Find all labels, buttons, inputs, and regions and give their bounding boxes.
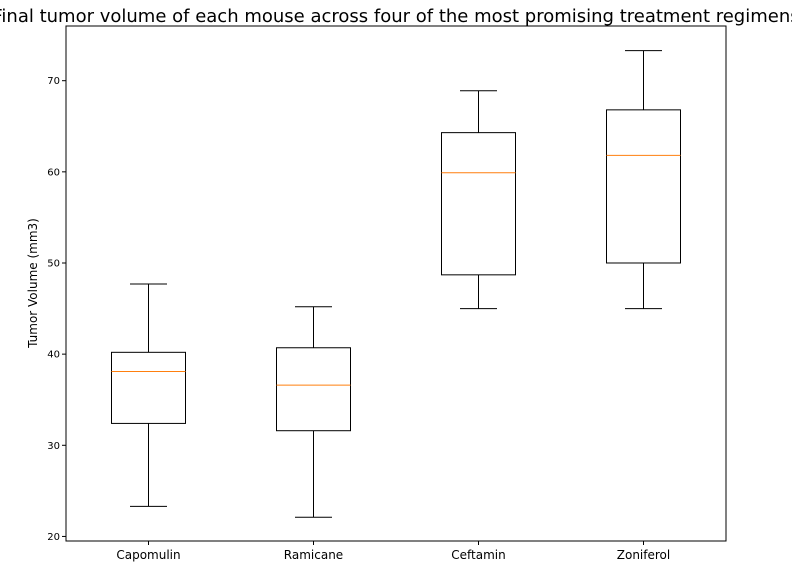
box-group bbox=[111, 283, 186, 507]
y-tick-label: 70 bbox=[47, 76, 60, 87]
y-tick-label: 40 bbox=[47, 350, 60, 361]
chart-title: Final tumor volume of each mouse across … bbox=[0, 6, 792, 27]
y-tick-label: 50 bbox=[47, 258, 60, 269]
box-iqr bbox=[276, 347, 351, 432]
box-group bbox=[276, 306, 351, 518]
y-tick-label: 60 bbox=[47, 167, 60, 178]
plot-frame bbox=[65, 25, 727, 542]
x-tick-label: Ramicane bbox=[284, 548, 343, 562]
plot-area: 20 30 40 50 60 70 Capomulin Ramicane Ceftamin Zo… bbox=[47, 25, 727, 562]
box-group bbox=[441, 90, 516, 310]
box-series bbox=[111, 50, 681, 518]
box-group bbox=[606, 50, 681, 310]
box-iqr bbox=[606, 109, 681, 264]
y-axis: 20 30 40 50 60 70 bbox=[47, 76, 66, 543]
y-axis-label: Tumor Volume (mm3) bbox=[26, 218, 40, 349]
y-tick-label: 30 bbox=[47, 441, 60, 452]
x-axis: Capomulin Ramicane Ceftamin Zoniferol bbox=[116, 541, 670, 562]
x-tick-label: Capomulin bbox=[116, 548, 180, 562]
y-tick-label: 20 bbox=[47, 532, 60, 543]
box-iqr bbox=[111, 351, 186, 424]
box-iqr bbox=[441, 132, 516, 276]
x-tick-label: Ceftamin bbox=[451, 548, 505, 562]
x-tick-label: Zoniferol bbox=[617, 548, 670, 562]
